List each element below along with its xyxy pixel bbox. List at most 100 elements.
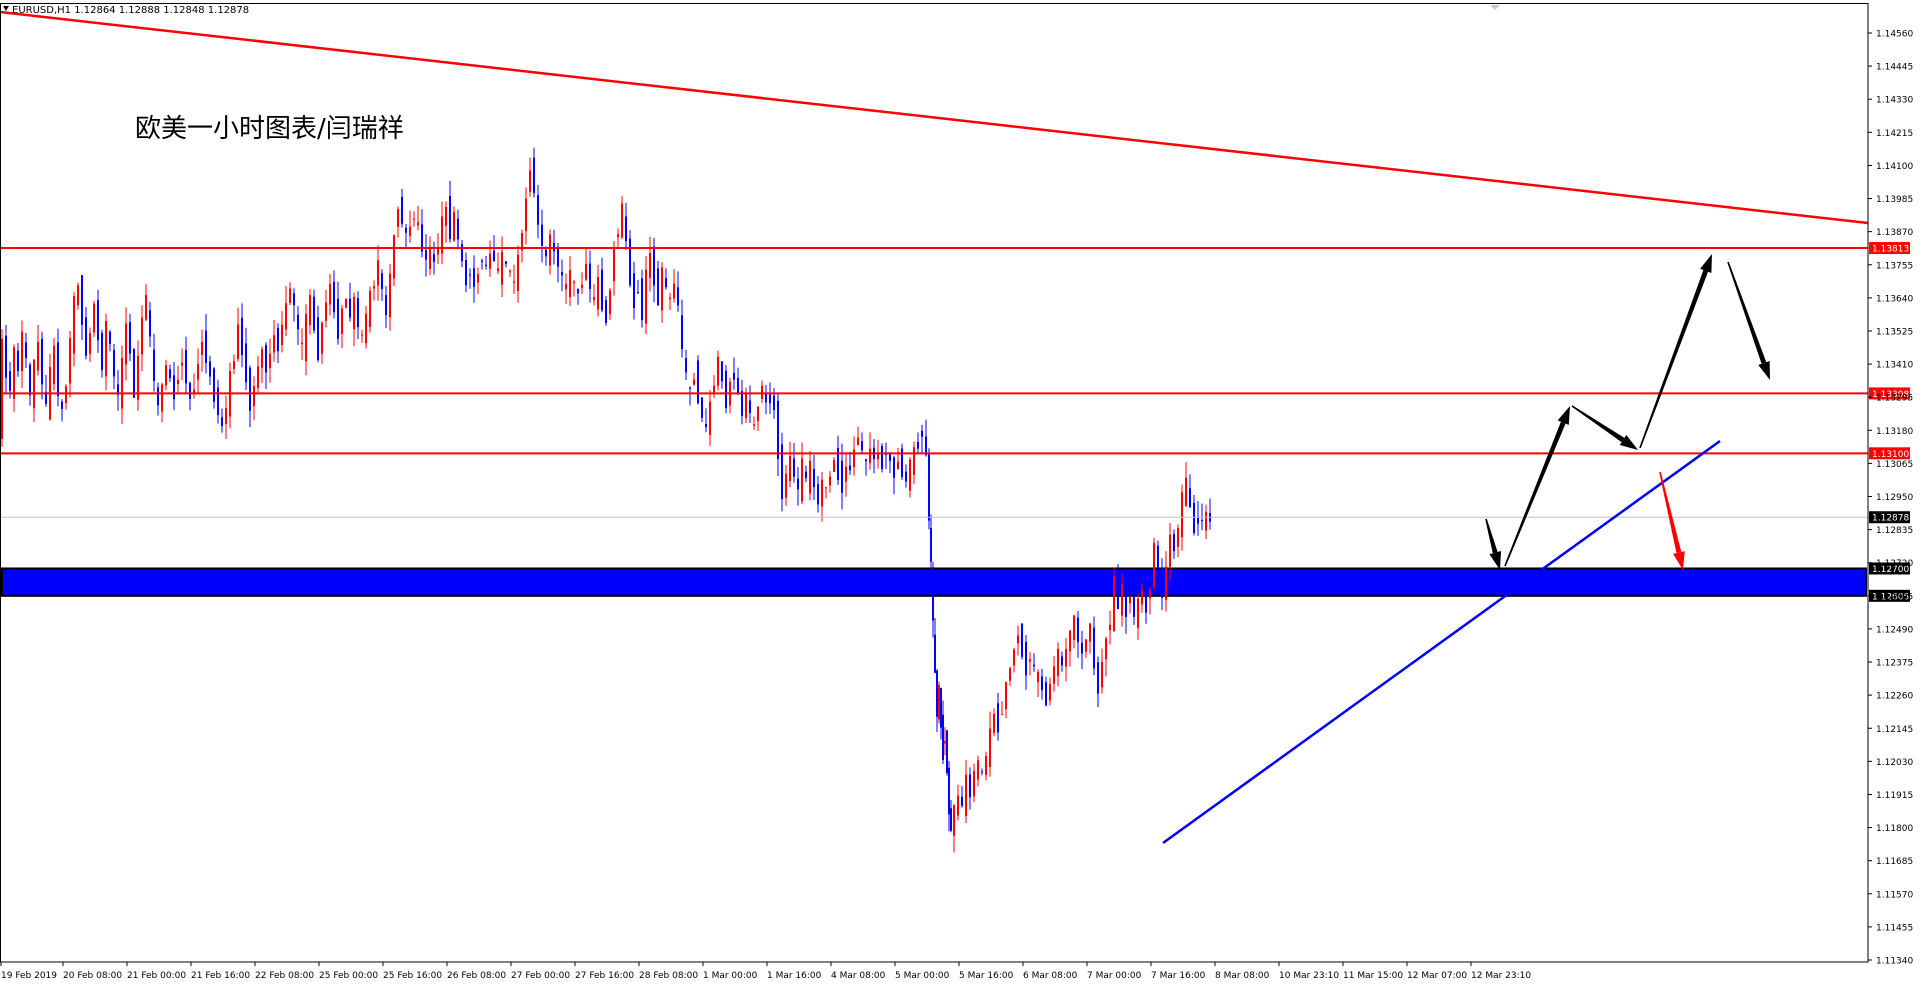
candle-body [281,324,283,345]
candle-body [509,271,511,273]
candle-body [545,249,547,257]
candle-body [497,268,499,272]
candle-body [589,263,591,290]
candle-body [1077,617,1079,643]
candle-body [397,209,399,227]
candle-body [381,273,383,289]
x-tick-label: 21 Feb 00:00 [127,971,186,981]
x-tick-label: 7 Mar 16:00 [1151,971,1206,981]
candle-body [449,196,451,240]
candle-body [153,349,155,381]
candle-body [121,358,123,409]
candle-body [301,342,303,344]
candle-body [205,330,207,363]
candle-body [249,367,251,411]
candle-body [741,391,743,416]
symbol-header: EURUSD,H1 1.12864 1.12888 1.12848 1.1287… [12,5,249,16]
candle-body [1193,502,1195,533]
candle-body [645,269,647,324]
candle-body [357,298,359,328]
x-tick-label: 19 Feb 2019 [1,971,57,981]
candle-body [1041,676,1043,691]
candle-body [517,254,519,291]
y-tick-label: 1.11570 [1876,890,1913,900]
projection-arrow-head [1700,254,1712,273]
candle-body [948,767,950,815]
x-tick-label: 4 Mar 08:00 [831,971,886,981]
support-trendline[interactable] [1162,439,1721,845]
candle-body [797,478,799,490]
candle-body [269,353,271,368]
candle-body [861,441,863,451]
y-tick-label: 1.14560 [1876,30,1913,40]
y-tick-label: 1.13525 [1876,327,1913,337]
candle-body [617,234,619,238]
resistance-trendline[interactable] [0,10,1869,225]
candle-body [1165,566,1167,600]
candle-body [1089,623,1091,642]
candle-body [93,303,95,333]
candle-body [981,771,983,773]
x-tick-label: 10 Mar 23:10 [1279,971,1339,981]
projection-arrow-head [1489,551,1502,570]
y-tick-label: 1.12605 [1876,592,1913,602]
candle-body [1053,666,1055,684]
candle-body [425,250,427,260]
candle-body [161,384,163,412]
candle-body [9,371,11,391]
candle-body [837,448,839,481]
candle-body [193,389,195,393]
candle-body [285,303,287,330]
candle-body [245,343,247,383]
candle-body [649,252,651,278]
candle-body [1069,630,1071,652]
candle-body [1137,598,1139,628]
candle-body [950,808,952,831]
candle-body [701,397,703,418]
projection-arrow-shaft [1659,471,1682,554]
projection-arrow-head [1557,406,1570,425]
candle-body [957,795,959,816]
candle-body [441,216,443,254]
candle-body [429,246,431,269]
candle-body [597,277,599,310]
candle-body [1145,584,1147,613]
candle-body [1125,582,1127,618]
level-price-label: 1.13100 [1872,450,1909,460]
candle-body [725,370,727,408]
candle-body [765,392,767,403]
candle-body [53,345,55,385]
candle-body [697,360,699,404]
candle-body [493,250,495,262]
candle-body [573,281,575,283]
candle-body [946,730,948,774]
candle-body [81,275,83,325]
candle-body [930,528,932,562]
level-price-tag [1869,242,1910,255]
candle-body [793,458,795,477]
candle-body [932,577,934,621]
projection-arrow-shaft [1571,405,1625,443]
x-tick-label: 25 Feb 16:00 [383,971,442,981]
candle-body [809,460,811,494]
candle-body [829,476,831,486]
y-tick-label: 1.12950 [1876,493,1913,503]
candle-body [25,342,27,359]
candle-body [337,298,339,339]
candle-body [133,349,135,398]
x-tick-label: 11 Mar 15:00 [1343,971,1403,981]
dropdown-triangle-icon[interactable] [3,6,9,11]
candle-body [1109,624,1111,631]
candle-body [938,685,940,720]
candle-body [481,260,483,262]
candle-body [653,246,655,286]
candle-body [805,471,807,479]
y-tick-label: 1.12490 [1876,625,1913,635]
candle-body [1197,516,1199,524]
candle-body [69,338,71,384]
candle-body [709,401,711,435]
x-tick-label: 25 Feb 00:00 [319,971,378,981]
candle-body [101,332,103,371]
